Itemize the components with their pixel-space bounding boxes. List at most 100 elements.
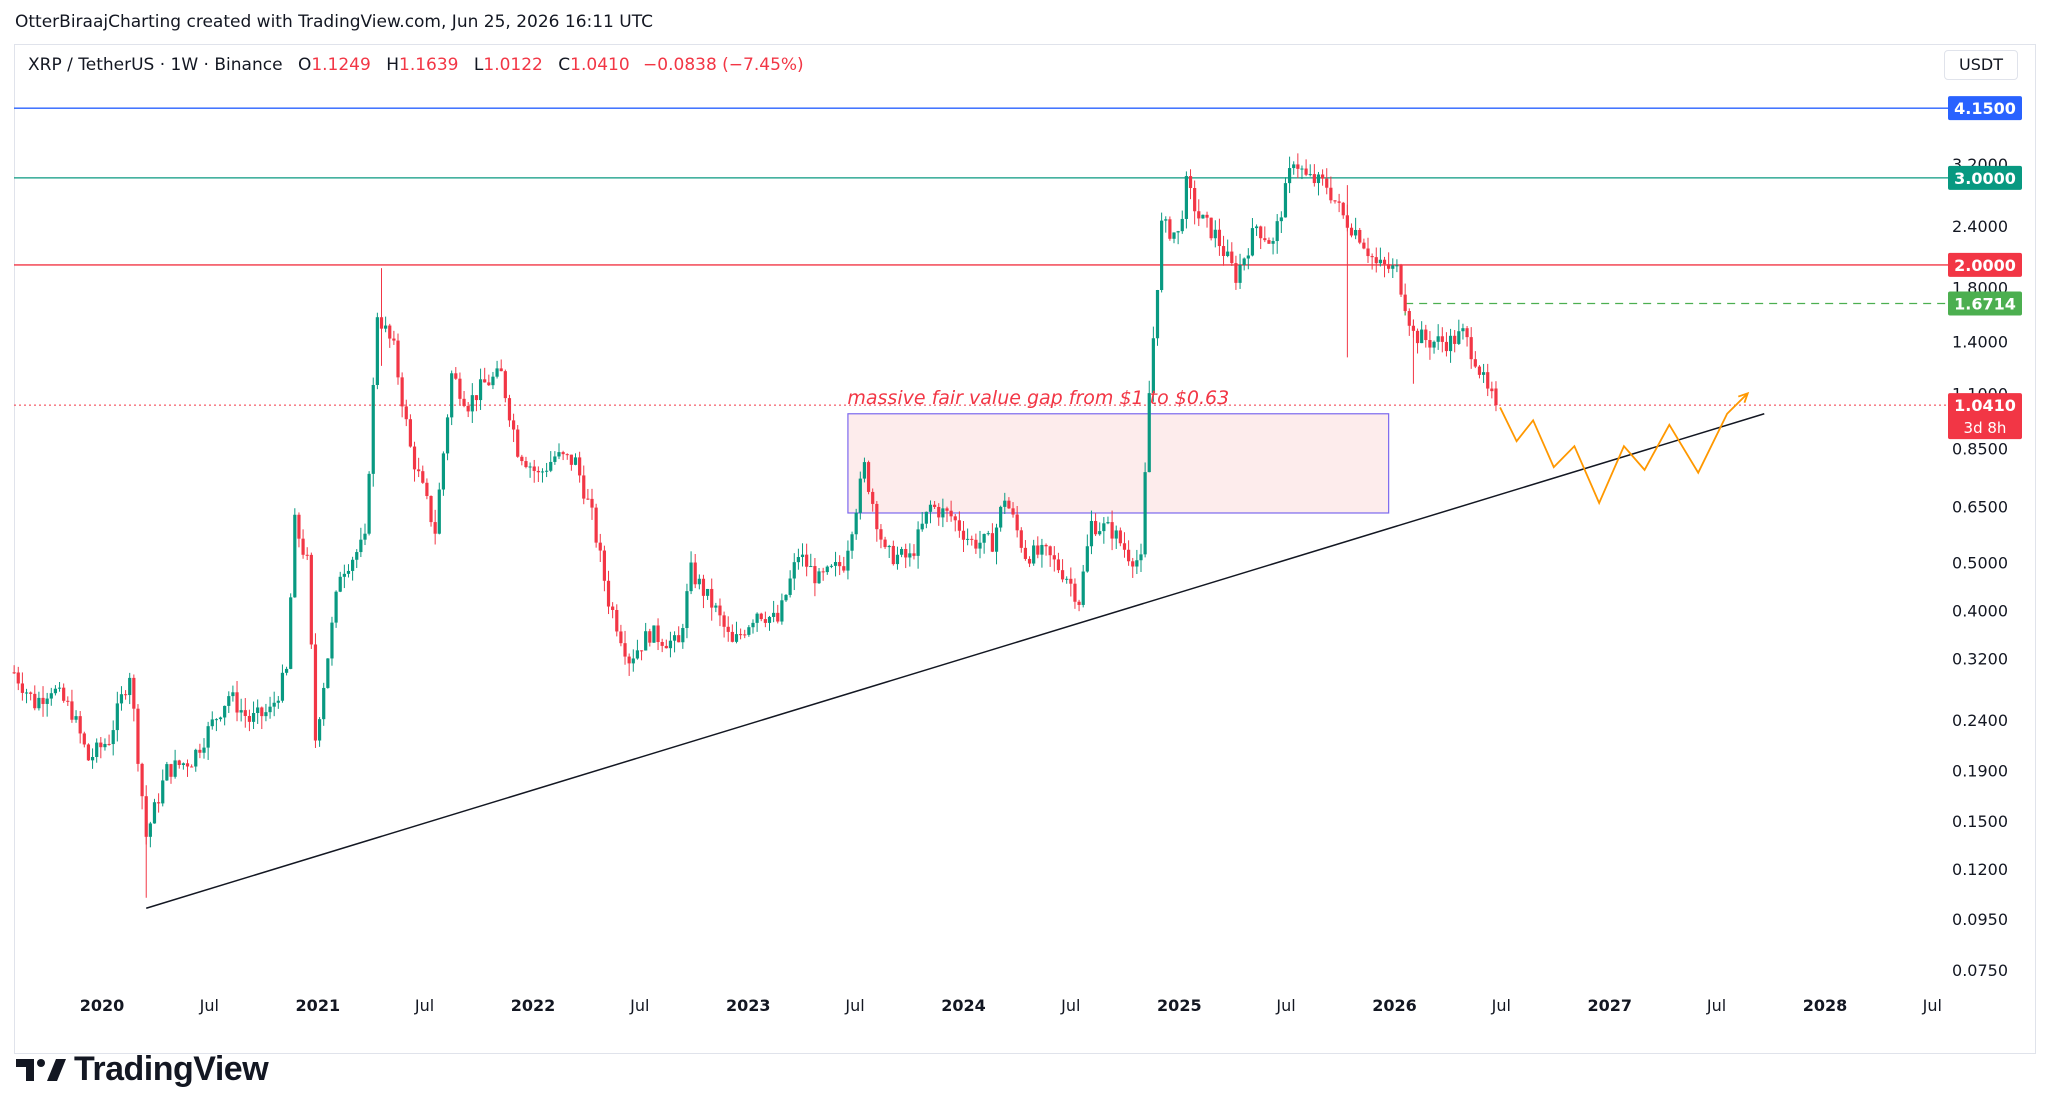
candle-body — [829, 565, 834, 567]
projection-arrowhead — [1738, 391, 1750, 404]
candle-body — [132, 677, 136, 709]
candle-body — [384, 325, 388, 329]
candle-body — [1221, 246, 1226, 256]
candle-body — [1114, 530, 1118, 539]
candle-body — [689, 562, 693, 592]
price-label: 1.6714 — [1954, 294, 2016, 313]
candle-body — [1420, 329, 1424, 344]
candle-body — [309, 554, 313, 645]
candle-body — [1048, 546, 1052, 556]
candle-body — [999, 506, 1003, 528]
candle-body — [821, 571, 825, 573]
candle-body — [1374, 257, 1378, 264]
candle-body — [772, 612, 776, 617]
candle-body — [1172, 232, 1176, 239]
candles — [12, 153, 1498, 898]
candle-body — [1143, 472, 1147, 555]
candle-body — [1168, 219, 1172, 239]
y-tick-label: 0.6500 — [1952, 497, 2008, 516]
candle-body — [400, 377, 404, 407]
candle-body — [322, 687, 326, 720]
candle-body — [842, 566, 846, 571]
candle-body — [553, 456, 557, 462]
candle-body — [280, 672, 285, 701]
candle-body — [1069, 578, 1073, 584]
candle-body — [305, 554, 309, 556]
candle-body — [961, 530, 966, 540]
candle-body — [557, 452, 561, 457]
candle-body — [1110, 522, 1114, 539]
candle-body — [1349, 227, 1354, 236]
candle-body — [933, 504, 937, 507]
x-tick-label: 2023 — [726, 996, 771, 1015]
candle-body — [1275, 221, 1279, 242]
candle-body — [1040, 544, 1044, 555]
candle-body — [1325, 178, 1329, 188]
candle-body — [846, 550, 850, 571]
y-tick-label: 0.3200 — [1952, 649, 2008, 668]
candle-body — [243, 710, 247, 716]
candle-body — [928, 504, 933, 512]
candle-body — [883, 539, 887, 548]
candle-body — [1197, 211, 1201, 219]
candle-body — [1395, 265, 1399, 267]
candle-body — [904, 548, 908, 558]
candle-body — [895, 554, 900, 565]
symbol-name[interactable]: XRP / TetherUS · 1W · Binance — [28, 55, 283, 75]
candle-body — [974, 539, 978, 549]
candle-body — [136, 708, 140, 764]
chart-frame — [14, 44, 2036, 1054]
candle-body — [371, 384, 375, 474]
x-axis: 2020 Jul 2021 Jul 2022 Jul 2023 Jul 2024 Jul 2025 J… — [80, 996, 1942, 1015]
candle-body — [1283, 183, 1288, 218]
x-tick-label: Jul — [844, 996, 864, 1015]
candle-body — [128, 677, 132, 696]
tradingview-logo[interactable]: TradingView — [16, 1050, 269, 1089]
candle-body — [165, 764, 169, 781]
candle-body — [363, 533, 367, 540]
candle-body — [726, 626, 730, 632]
candle-body — [483, 379, 487, 383]
candle-body — [838, 562, 842, 567]
candle-body — [598, 542, 602, 551]
x-tick-label: 2026 — [1372, 996, 1417, 1015]
candle-body — [20, 683, 24, 693]
candle-body — [924, 511, 928, 524]
candle-body — [157, 802, 161, 804]
candle-body — [920, 523, 924, 530]
candle-body — [1213, 229, 1217, 239]
candle-body — [1164, 219, 1168, 221]
candle-body — [582, 475, 586, 499]
candle-body — [1337, 201, 1341, 203]
open-value: 1.1249 — [311, 55, 371, 75]
high-label: H — [386, 55, 400, 75]
candle-body — [866, 462, 871, 492]
candle-body — [1209, 217, 1213, 239]
candle-body — [565, 454, 569, 456]
chart-credit: OtterBiraajCharting created with Trading… — [15, 12, 653, 32]
candle-body — [474, 395, 479, 401]
candle-body — [739, 634, 743, 636]
candle-body — [578, 457, 582, 476]
candle-body — [1436, 336, 1440, 342]
candle-body — [86, 744, 91, 761]
candle-body — [107, 743, 111, 745]
candle-body — [1003, 500, 1007, 507]
candle-body — [1250, 228, 1255, 256]
candle-body — [1424, 329, 1428, 341]
currency-button[interactable]: USDT — [1944, 50, 2018, 80]
candle-body — [392, 338, 396, 341]
candle-body — [53, 688, 58, 694]
candle-body — [1085, 546, 1089, 572]
candle-body — [734, 634, 739, 642]
candle-body — [388, 325, 392, 339]
candle-body — [1139, 554, 1143, 561]
candle-body — [408, 419, 412, 447]
candle-body — [656, 625, 660, 643]
candle-body — [631, 658, 635, 664]
candle-body — [1341, 202, 1345, 216]
candle-body — [606, 580, 611, 607]
candle-body — [623, 643, 627, 657]
candle-body — [941, 508, 945, 518]
